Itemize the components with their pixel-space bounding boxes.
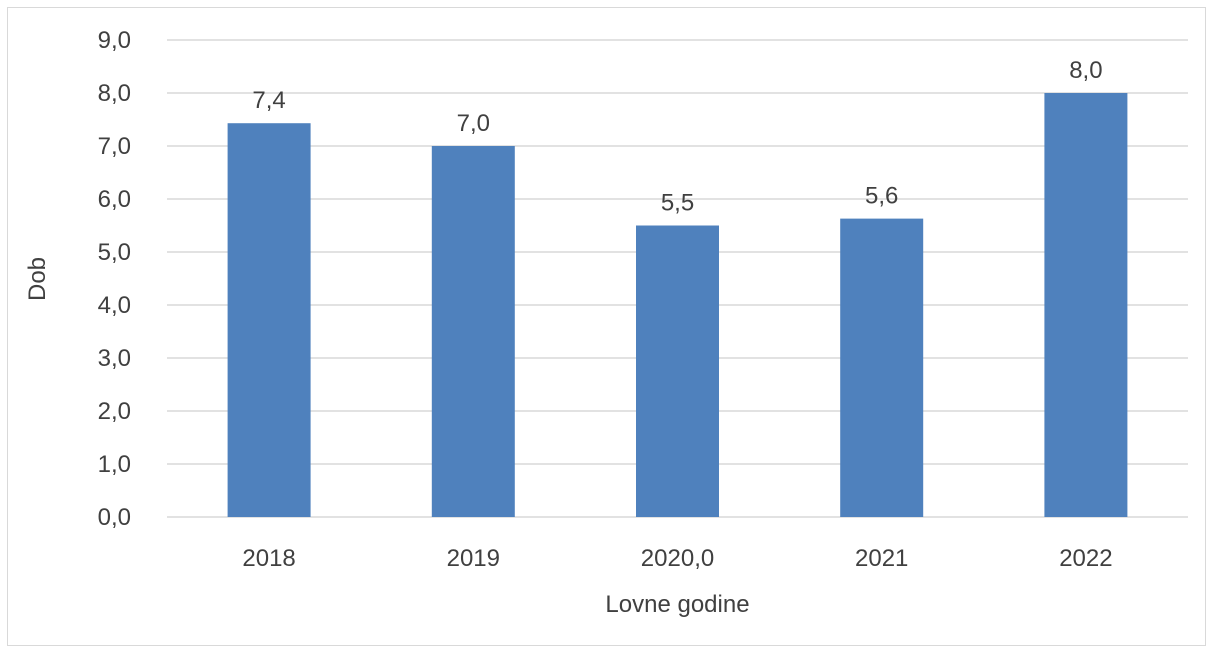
bar: [431, 146, 515, 517]
y-tick-label: 3,0: [98, 345, 131, 372]
data-label: 7,0: [457, 110, 490, 137]
data-label: 7,4: [252, 87, 285, 114]
data-label: 5,5: [661, 190, 694, 217]
bar: [636, 225, 719, 517]
x-tick-label: 2019: [447, 545, 500, 572]
x-tick-label: 2022: [1059, 545, 1112, 572]
data-label: 5,6: [865, 183, 898, 210]
bars: [227, 93, 1128, 518]
y-tick-label: 7,0: [98, 133, 131, 160]
data-labels: 7,4 7,0 5,5 5,6 8,0: [252, 57, 1102, 217]
y-tick-label: 8,0: [98, 80, 131, 107]
y-tick-label: 1,0: [98, 451, 131, 478]
y-axis-title: Dob: [24, 257, 51, 301]
y-tick-label: 2,0: [98, 398, 131, 425]
x-tick-label: 2018: [242, 545, 295, 572]
bar: [840, 218, 924, 518]
gridlines: [167, 39, 1188, 518]
y-tick-label: 4,0: [98, 292, 131, 319]
data-label: 8,0: [1069, 57, 1102, 84]
y-axis-tick-labels: 0,0 1,0 2,0 3,0 4,0 5,0 6,0 7,0 8,0 9,0: [98, 27, 131, 531]
y-tick-label: 6,0: [98, 186, 131, 213]
y-tick-label: 0,0: [98, 504, 131, 531]
bar: [227, 123, 311, 518]
bar: [1044, 93, 1128, 517]
chart-frame: [7, 7, 1206, 646]
y-tick-label: 5,0: [98, 239, 131, 266]
x-tick-label: 2020,0: [641, 545, 714, 572]
x-tick-label: 2021: [855, 545, 908, 572]
x-axis-title: Lovne godine: [605, 591, 749, 618]
y-tick-label: 9,0: [98, 27, 131, 54]
x-axis-tick-labels: 2018 2019 2020,0 2021 2022: [242, 545, 1112, 572]
